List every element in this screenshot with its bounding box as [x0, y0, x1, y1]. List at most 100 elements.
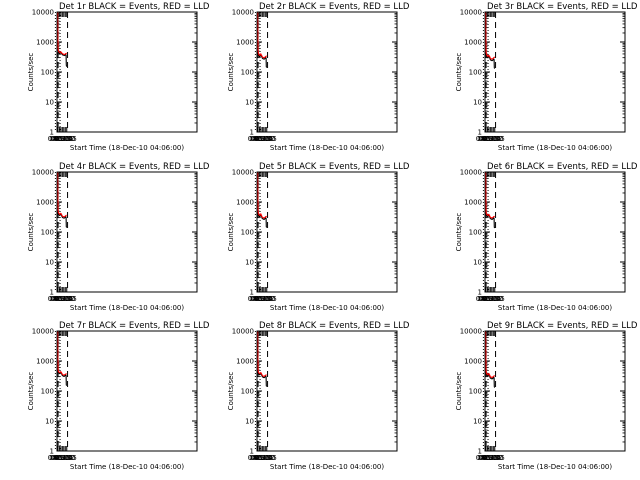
- x-tick-label: 04:45: [51, 454, 71, 462]
- y-tick-label: 10000: [232, 9, 254, 17]
- x-axis-label: Start Time (18-Dec-10 04:06:00): [498, 463, 612, 471]
- x-tick-label: 05:15: [482, 135, 502, 143]
- plot-frame: [56, 171, 198, 293]
- y-tick-label: 1: [250, 289, 254, 297]
- panel-1r: Det 1r BLACK = Events, RED = LLD 1 10 100 10…: [27, 2, 210, 152]
- x-tick-label: 04:45: [51, 295, 71, 303]
- panel-title: Det 2r BLACK = Events, RED = LLD: [259, 2, 410, 12]
- x-tick-label: 05:30: [255, 135, 275, 143]
- x-tick-label: 05:45: [485, 135, 505, 143]
- x-tick-label: 04:30: [477, 454, 497, 462]
- y-tick-label: 1000: [236, 39, 254, 47]
- x-tick-label: 04:15: [476, 454, 496, 462]
- x-tick-label: 05:15: [54, 135, 74, 143]
- y-tick-label: 10: [245, 99, 254, 107]
- x-tick-label: 04:15: [248, 454, 268, 462]
- y-tick-label: 1: [50, 129, 54, 137]
- plot-frame: [56, 330, 198, 452]
- x-tick-label: 04:45: [251, 454, 271, 462]
- panel-title: Det 1r BLACK = Events, RED = LLD: [59, 2, 210, 12]
- series-lld: [485, 172, 495, 219]
- panel-8r: Det 8r BLACK = Events, RED = LLD 1 10 100 10…: [227, 321, 410, 471]
- panel-title: Det 5r BLACK = Events, RED = LLD: [259, 162, 410, 172]
- x-tick-label: 05:00: [52, 454, 72, 462]
- y-axis-label: Counts/sec: [455, 213, 463, 252]
- y-tick-label: 1: [250, 129, 254, 137]
- plot-frame: [256, 330, 398, 452]
- plot-frame: [484, 330, 626, 452]
- y-tick-label: 10: [473, 418, 482, 426]
- y-tick-label: 10: [245, 418, 254, 426]
- x-tick-label: 04:15: [248, 135, 268, 143]
- x-tick-label: 05:45: [485, 454, 505, 462]
- x-tick-label: 05:15: [254, 295, 274, 303]
- y-tick-label: 10: [473, 259, 482, 267]
- plot-frame: [56, 11, 198, 133]
- x-tick-label: 04:45: [251, 135, 271, 143]
- series-events: [57, 12, 68, 67]
- x-tick-label: 04:45: [51, 135, 71, 143]
- series-lld: [57, 12, 67, 55]
- x-tick-label: 04:30: [249, 135, 269, 143]
- x-tick-label: 05:30: [255, 295, 275, 303]
- panel-5r: Det 5r BLACK = Events, RED = LLD 1 10 100 10…: [227, 162, 410, 312]
- series-lld: [57, 331, 67, 376]
- y-tick-label: 10000: [460, 169, 482, 177]
- x-tick-label: 05:30: [55, 454, 75, 462]
- x-tick-label: 04:15: [48, 295, 68, 303]
- x-tick-label: 05:30: [55, 295, 75, 303]
- y-tick-label: 10000: [460, 9, 482, 17]
- y-tick-label: 10: [245, 259, 254, 267]
- y-tick-label: 1: [250, 448, 254, 456]
- y-axis-label: Counts/sec: [227, 213, 235, 252]
- y-axis-label: Counts/sec: [227, 53, 235, 92]
- y-tick-label: 10: [45, 259, 54, 267]
- x-tick-label: 04:45: [479, 135, 499, 143]
- x-tick-label: 04:30: [49, 135, 69, 143]
- x-tick-label: 05:30: [483, 295, 503, 303]
- x-tick-label: 05:00: [480, 295, 500, 303]
- series-lld: [257, 12, 267, 59]
- y-tick-label: 10000: [232, 169, 254, 177]
- y-tick-label: 1000: [36, 39, 54, 47]
- panel-title: Det 3r BLACK = Events, RED = LLD: [487, 2, 638, 12]
- x-tick-label: 05:00: [252, 295, 272, 303]
- x-tick-label: 04:15: [248, 295, 268, 303]
- x-tick-label: 04:45: [479, 295, 499, 303]
- x-tick-label: 04:15: [476, 295, 496, 303]
- series-events: [57, 331, 68, 386]
- y-axis-label: Counts/sec: [227, 372, 235, 411]
- y-tick-label: 1000: [236, 358, 254, 366]
- x-tick-label: 04:30: [49, 454, 69, 462]
- x-tick-label: 04:30: [477, 295, 497, 303]
- x-tick-label: 05:15: [254, 454, 274, 462]
- x-axis-label: Start Time (18-Dec-10 04:06:00): [498, 144, 612, 152]
- y-axis-label: Counts/sec: [455, 53, 463, 92]
- y-tick-label: 1000: [464, 199, 482, 207]
- x-tick-label: 04:45: [251, 295, 271, 303]
- panel-4r: Det 4r BLACK = Events, RED = LLD 1 10 100 10…: [27, 162, 210, 312]
- x-tick-label: 05:00: [480, 454, 500, 462]
- x-tick-label: 04:15: [476, 135, 496, 143]
- x-tick-label: 05:45: [257, 135, 277, 143]
- y-tick-label: 1000: [36, 358, 54, 366]
- x-tick-label: 04:30: [249, 454, 269, 462]
- x-tick-label: 05:45: [57, 295, 77, 303]
- y-tick-label: 100: [241, 229, 254, 237]
- x-axis-label: Start Time (18-Dec-10 04:06:00): [70, 144, 184, 152]
- y-tick-label: 10: [45, 418, 54, 426]
- x-axis-label: Start Time (18-Dec-10 04:06:00): [70, 304, 184, 312]
- x-tick-label: 05:15: [54, 295, 74, 303]
- y-tick-label: 10000: [32, 9, 54, 17]
- x-tick-label: 05:15: [482, 454, 502, 462]
- plot-frame: [484, 11, 626, 133]
- plot-frame: [256, 11, 398, 133]
- x-tick-label: 04:30: [477, 135, 497, 143]
- x-tick-label: 05:00: [52, 135, 72, 143]
- series-lld: [257, 172, 267, 219]
- x-axis-label: Start Time (18-Dec-10 04:06:00): [498, 304, 612, 312]
- x-tick-label: 05:15: [54, 454, 74, 462]
- y-axis-label: Counts/sec: [455, 372, 463, 411]
- x-tick-label: 05:30: [483, 135, 503, 143]
- panel-6r: Det 6r BLACK = Events, RED = LLD 1 10 100 10…: [455, 162, 638, 312]
